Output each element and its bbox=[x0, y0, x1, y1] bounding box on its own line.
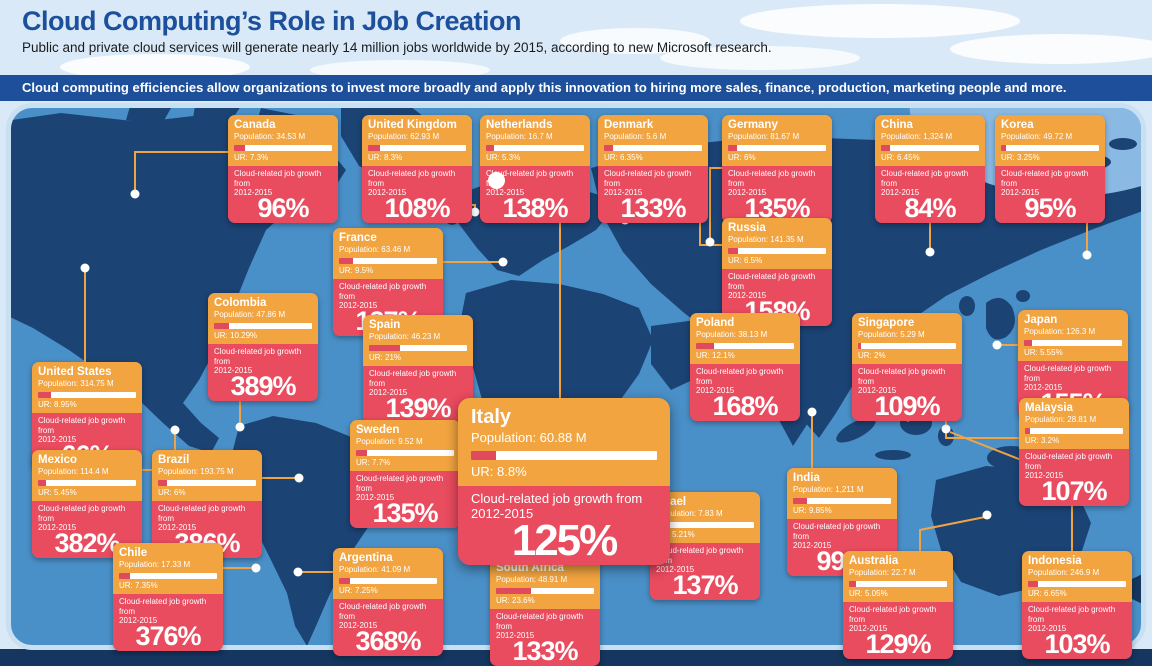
tasmania bbox=[1026, 607, 1040, 619]
world-map-graphic bbox=[11, 108, 1141, 645]
page-title: Cloud Computing’s Role in Job Creation bbox=[22, 6, 521, 36]
madagascar bbox=[651, 479, 671, 521]
page-subtitle: Public and private cloud services will g… bbox=[22, 40, 772, 55]
arctic-island bbox=[1028, 141, 1064, 155]
cloud-shape bbox=[740, 4, 1020, 38]
continent-africa bbox=[461, 280, 653, 540]
philippines bbox=[933, 364, 949, 396]
japan-island-north bbox=[1016, 290, 1030, 302]
arctic-island bbox=[1109, 138, 1137, 150]
greenland bbox=[341, 108, 436, 180]
arabia bbox=[651, 320, 716, 390]
continent-australia bbox=[931, 466, 1091, 596]
cloud-shape bbox=[660, 46, 860, 70]
footer-band bbox=[0, 649, 1152, 666]
world-map bbox=[6, 103, 1146, 650]
banner: Cloud computing efficiencies allow organ… bbox=[0, 75, 1152, 101]
japan-islands bbox=[986, 297, 1015, 340]
map-dot bbox=[488, 172, 505, 189]
sumatra bbox=[836, 417, 876, 443]
arrow-left-icon bbox=[1111, 574, 1141, 604]
arctic-islands bbox=[126, 108, 301, 132]
java bbox=[875, 450, 911, 460]
arctic-island bbox=[1067, 154, 1111, 170]
iceland bbox=[410, 200, 436, 216]
continent-north-america bbox=[11, 113, 346, 453]
ireland bbox=[446, 215, 458, 225]
cloud-shape bbox=[950, 34, 1152, 64]
header: Cloud Computing’s Role in Job Creation P… bbox=[0, 0, 1152, 80]
korea-peninsula bbox=[959, 296, 975, 316]
continent-south-america bbox=[233, 416, 386, 645]
